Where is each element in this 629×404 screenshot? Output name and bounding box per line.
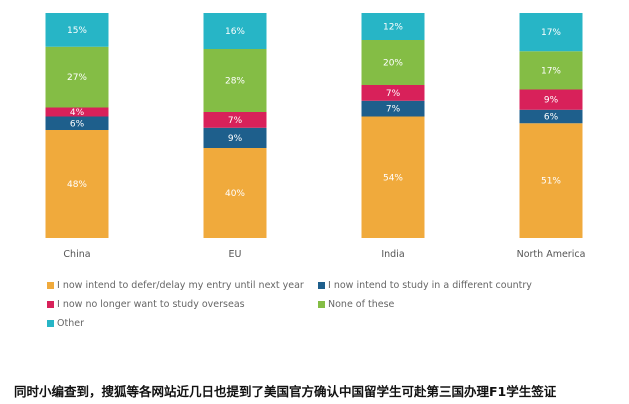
data-label: 4% [70, 108, 85, 118]
legend-item-different-country: I now intend to study in a different cou… [318, 280, 532, 291]
bar-segment [519, 51, 583, 90]
data-label: 51% [541, 177, 561, 187]
bar-segment [361, 40, 425, 85]
data-label: 9% [544, 96, 559, 106]
bar-segment [361, 85, 425, 101]
data-label: 40% [225, 189, 245, 199]
data-label: 15% [67, 26, 87, 36]
bar-segment [519, 123, 583, 238]
legend-label: I now no longer want to study overseas [57, 299, 245, 310]
legend-label: Other [57, 318, 84, 329]
data-label: 6% [544, 113, 559, 123]
data-label: 16% [225, 27, 245, 37]
data-label: 48% [67, 180, 87, 190]
category-label: EU [229, 249, 242, 260]
bar-segment [519, 13, 583, 52]
legend-label: I now intend to study in a different cou… [328, 280, 532, 291]
legend-label: None of these [328, 299, 395, 310]
bar-segment [203, 49, 267, 112]
legend-item-other: Other [47, 318, 84, 329]
legend-item-none: None of these [318, 299, 394, 310]
bar-segment [203, 127, 267, 148]
data-label: 20% [383, 59, 403, 69]
legend-item-no-longer: I now no longer want to study overseas [47, 299, 245, 310]
bar-segment [519, 109, 583, 124]
data-label: 17% [541, 66, 561, 76]
bar-segment [45, 130, 109, 238]
legend-item-defer: I now intend to defer/delay my entry unt… [47, 280, 304, 291]
data-label: 7% [386, 89, 401, 99]
legend-swatch [47, 301, 54, 308]
caption-text: 同时小编查到，搜狐等各网站近几日也提到了美国官方确认中国留学生可赴第三国办理F1… [14, 384, 557, 399]
legend-swatch [47, 282, 54, 289]
legend-swatch [318, 282, 325, 289]
category-label: North America [517, 249, 586, 260]
stacked-bar-chart: 48%6%4%27%15%China40%9%7%28%16%EU54%7%7%… [45, 13, 586, 260]
legend-swatch [318, 301, 325, 308]
data-label: 7% [228, 116, 243, 126]
data-label: 9% [228, 134, 243, 144]
bar-segment [45, 116, 109, 130]
data-label: 28% [225, 77, 245, 87]
bar-segment [45, 13, 109, 47]
bar-segment [361, 116, 425, 238]
bar-segment [361, 100, 425, 117]
bar-segment [519, 89, 583, 110]
data-label: 17% [541, 28, 561, 38]
data-label: 7% [386, 105, 401, 115]
data-label: 27% [67, 73, 87, 83]
bar-segment [45, 46, 109, 108]
legend-swatch [47, 320, 54, 327]
bar-segment [203, 148, 267, 238]
category-label: India [381, 249, 404, 260]
data-label: 6% [70, 119, 85, 129]
bar-segment [361, 13, 425, 40]
data-label: 54% [383, 173, 403, 183]
bar-segment [203, 13, 267, 49]
data-label: 12% [383, 23, 403, 33]
legend-label: I now intend to defer/delay my entry unt… [57, 280, 304, 291]
category-label: China [63, 249, 90, 260]
bar-segment [45, 107, 109, 117]
bar-segment [203, 112, 267, 128]
